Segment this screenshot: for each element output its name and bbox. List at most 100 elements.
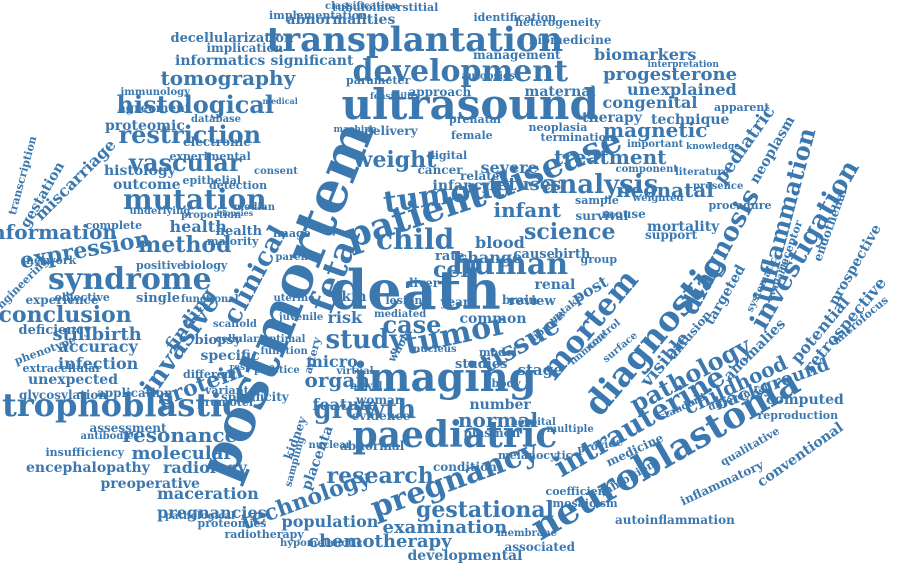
cloud-word: implication [206, 41, 284, 55]
cloud-word: feature [312, 395, 378, 414]
cloud-word: weight [353, 147, 437, 173]
cloud-word: technique [651, 112, 730, 128]
cloud-word: trophoblastic [2, 386, 242, 424]
cloud-word: biology [182, 258, 228, 272]
cloud-word: liver [409, 276, 440, 290]
cloud-word: growth [313, 395, 417, 425]
cloud-word: encephalopathy [26, 460, 150, 476]
cloud-word: computed [766, 392, 844, 408]
cloud-word: method [138, 232, 232, 258]
cloud-word: optimal [262, 334, 306, 345]
cloud-word: objective [54, 290, 110, 304]
cloud-word: apparent [714, 100, 770, 114]
cloud-word: developmental [407, 548, 523, 564]
cloud-word: biomedicine [529, 33, 612, 47]
cloud-word: preoperative [100, 476, 200, 492]
cloud-word: variant [205, 383, 249, 397]
cloud-word: child [376, 223, 455, 256]
cloud-word: maternal [524, 84, 596, 100]
cloud-word: membrane [497, 528, 557, 539]
cloud-word: functional [181, 294, 239, 305]
cloud-word: organ [304, 368, 370, 392]
cloud-word: condition [433, 460, 497, 474]
cloud-word: delivery [364, 124, 418, 138]
cloud-word: congenital [602, 93, 698, 112]
cloud-word: cellular [215, 334, 259, 345]
cloud-word: experimental [169, 149, 251, 163]
cloud-word: gestational [416, 497, 554, 523]
cloud-word: reproduction [757, 408, 839, 422]
cloud-word: cancer [417, 163, 463, 177]
cloud-word: approach [408, 85, 472, 99]
cloud-word: consent [254, 166, 298, 177]
cloud-word: sample [575, 193, 619, 207]
cloud-word: application [97, 386, 173, 400]
cloud-word: neonatal [616, 178, 714, 202]
cloud-word: specific [200, 348, 260, 364]
cloud-word: support [645, 228, 698, 242]
cloud-word: evidence [351, 409, 411, 423]
cloud-word: micro [306, 352, 358, 371]
cloud-word: immunology [120, 87, 190, 98]
cloud-word: single [136, 290, 181, 306]
cloud-word: prenatal [449, 112, 501, 126]
cloud-word: unexplained [627, 80, 737, 99]
cloud-word: coefficient [545, 484, 611, 498]
cloud-word: image [273, 226, 311, 240]
cloud-word: pathological [165, 511, 235, 522]
cloud-word: maceration [157, 484, 259, 503]
cloud-word: antibodies [80, 431, 140, 442]
cloud-word: treatment [554, 145, 667, 169]
cloud-word: significant [270, 53, 354, 69]
cloud-word: deficiency [18, 322, 92, 338]
cloud-word: knowledge [686, 141, 740, 152]
cloud-word: promoter [197, 395, 255, 409]
cloud-word: parent [275, 252, 313, 263]
cloud-word: survival [575, 209, 629, 223]
cloud-word: function [260, 346, 308, 357]
cloud-word: mediated [374, 309, 427, 320]
cloud-word: ultrasound [341, 80, 599, 129]
cloud-word: tomography [160, 66, 296, 90]
cloud-word: skin [333, 289, 367, 305]
cloud-word: research [326, 463, 434, 489]
cloud-word: plasmon [463, 426, 521, 440]
cloud-word: normal [458, 408, 539, 432]
cloud-word: component [615, 164, 679, 175]
cloud-word: examination [382, 517, 508, 538]
cloud-word: database [191, 114, 242, 125]
cloud-word: restriction [118, 120, 262, 149]
cloud-word: glycosylation [19, 388, 108, 402]
cloud-word: digital [427, 148, 468, 162]
cloud-word: specificity [221, 390, 289, 404]
cloud-word: termination [540, 130, 614, 144]
cloud-word: radiology [163, 458, 247, 477]
cloud-word: juvenile [279, 312, 324, 323]
cloud-word: nuclear [308, 440, 352, 451]
cloud-word: uterine [273, 293, 315, 304]
cloud-word: population [281, 512, 379, 531]
cloud-word: abnormal [340, 439, 405, 453]
cloud-word: biopsy [194, 332, 242, 348]
cloud-word: severe [480, 158, 538, 177]
cloud-word: autopsies [461, 71, 515, 82]
cloud-word: renal [534, 277, 576, 293]
cloud-word: biomarkers [594, 45, 697, 64]
cloud-word: response [229, 362, 275, 373]
cloud-word: conclusion [0, 302, 132, 328]
cloud-word: study [325, 325, 405, 355]
cloud-word: heterogeneity [515, 15, 601, 29]
cloud-word: biopsies [216, 208, 254, 218]
cloud-word: proteomics [197, 516, 267, 530]
cloud-word: imaging [353, 354, 537, 401]
cloud-word: extracellular [22, 361, 102, 375]
cloud-word: number [469, 397, 531, 413]
cloud-word: development [352, 54, 568, 89]
cloud-word: feasibility [370, 91, 420, 102]
cloud-word: inflammatory [678, 457, 766, 509]
cloud-word: birth [554, 246, 591, 262]
cloud-word: unexpected [28, 372, 118, 388]
cloud-word: health [215, 223, 263, 239]
cloud-word: scaffold [213, 319, 257, 330]
cloud-word: body [491, 376, 521, 390]
